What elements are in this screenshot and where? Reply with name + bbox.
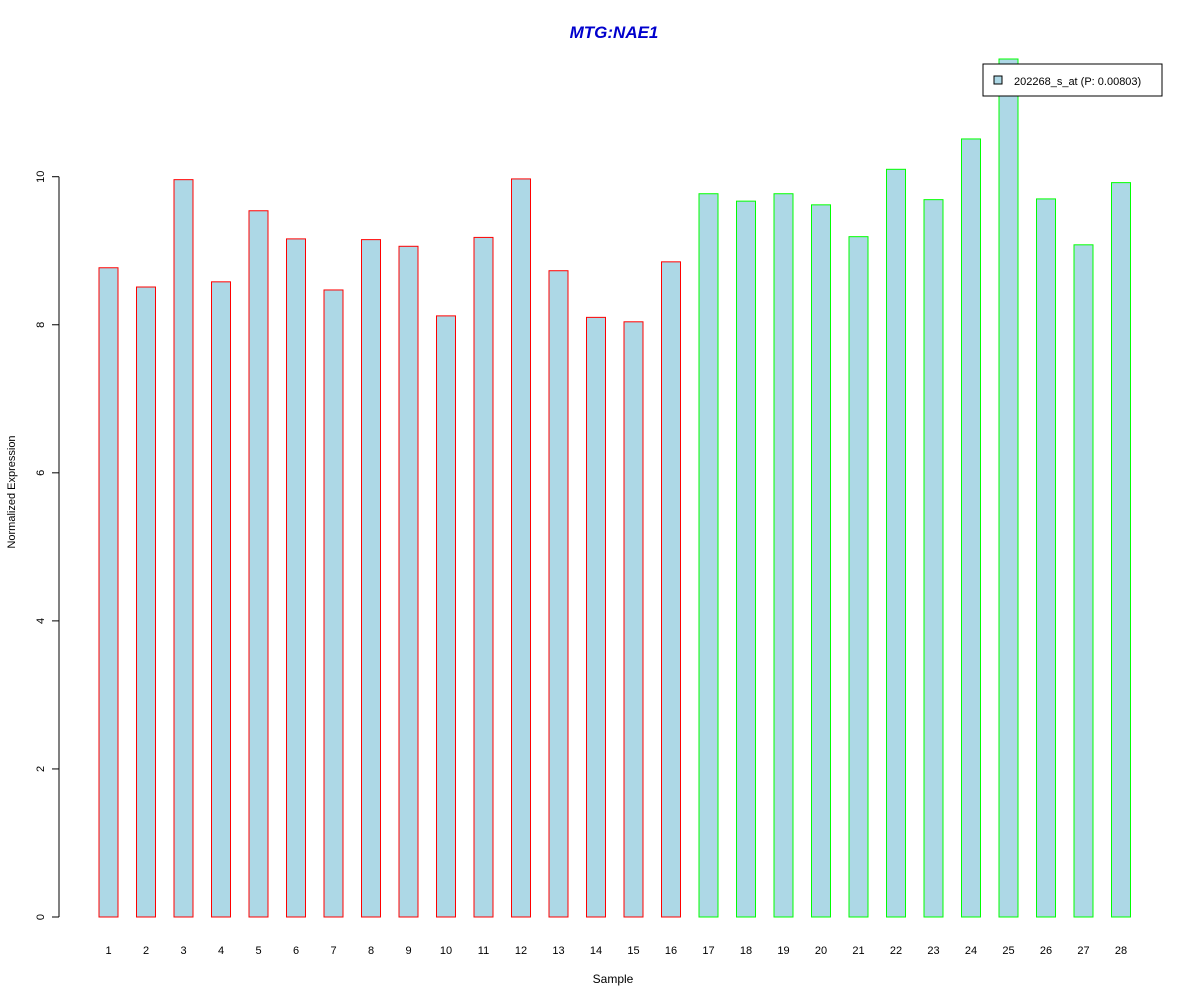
x-tick-label: 25 <box>1002 945 1014 957</box>
x-tick-label: 18 <box>740 945 752 957</box>
x-tick-label: 11 <box>478 945 489 957</box>
bar-sample-5 <box>248 210 269 918</box>
x-tick-label: 10 <box>440 945 452 957</box>
x-tick-label: 23 <box>927 945 939 957</box>
bar-sample-22 <box>886 168 906 918</box>
x-tick-label: 2 <box>143 945 149 957</box>
x-tick-label: 26 <box>1040 945 1052 957</box>
x-tick-label: 27 <box>1077 945 1089 957</box>
bar-sample-1 <box>98 267 119 918</box>
x-tick-label: 16 <box>665 945 677 957</box>
y-tick-label: 2 <box>35 766 47 772</box>
bar-sample-17 <box>698 193 719 918</box>
legend-label: 202268_s_at (P: 0.00803) <box>1014 76 1141 88</box>
bar-sample-19 <box>773 193 794 918</box>
x-tick-label: 24 <box>965 945 977 957</box>
bar-sample-20 <box>811 204 831 918</box>
x-tick-label: 4 <box>218 945 224 957</box>
bar-sample-25 <box>998 58 1019 918</box>
chart-title: MTG:NAE1 <box>570 23 659 42</box>
bar-sample-10 <box>436 315 456 918</box>
x-tick-label: 14 <box>590 945 602 957</box>
bar-sample-26 <box>1036 198 1056 918</box>
y-axis: 0 2 4 6 8 10 <box>35 171 60 920</box>
x-tick-label: 7 <box>330 945 336 957</box>
bar-sample-28 <box>1111 182 1131 918</box>
bar-sample-12 <box>511 178 531 918</box>
bar-sample-9 <box>398 245 419 918</box>
y-tick-label: 10 <box>35 171 47 183</box>
bar-sample-16 <box>661 261 681 918</box>
x-tick-label: 1 <box>105 945 111 957</box>
x-tick-label: 19 <box>777 945 789 957</box>
x-tick-label: 20 <box>815 945 827 957</box>
bar-sample-21 <box>848 236 869 918</box>
x-tick-label: 22 <box>890 945 902 957</box>
y-axis-label: Normalized Expression <box>6 435 18 548</box>
bar-sample-24 <box>961 138 981 918</box>
x-tick-label: 8 <box>368 945 374 957</box>
x-tick-label: 12 <box>515 945 527 957</box>
y-tick-label: 4 <box>35 618 47 624</box>
bar-sample-18 <box>736 200 756 918</box>
bar-sample-13 <box>548 270 569 918</box>
x-tick-label: 13 <box>552 945 564 957</box>
bar-sample-27 <box>1073 244 1094 918</box>
x-tick-label: 9 <box>405 945 411 957</box>
bar-sample-23 <box>923 199 944 918</box>
bar-sample-7 <box>323 289 344 918</box>
x-tick-label: 5 <box>255 945 261 957</box>
y-tick-label: 6 <box>35 470 47 476</box>
legend-box <box>982 63 1163 97</box>
legend-swatch <box>993 75 1003 85</box>
bar-sample-15 <box>623 321 644 918</box>
bar-sample-14 <box>586 316 606 918</box>
y-tick-label: 8 <box>35 322 47 328</box>
bar-sample-11 <box>473 236 494 918</box>
legend: 202268_s_at (P: 0.00803) <box>982 63 1163 97</box>
y-tick-label: 0 <box>35 914 47 920</box>
x-tick-label: 15 <box>627 945 639 957</box>
x-tick-label: 28 <box>1115 945 1127 957</box>
x-axis-label: Sample <box>593 972 634 986</box>
x-tick-label: 17 <box>702 945 714 957</box>
x-tick-label: 6 <box>293 945 299 957</box>
bar-sample-4 <box>211 281 231 918</box>
x-tick-label: 21 <box>852 945 864 957</box>
x-tick-labels: 1 2 3 4 5 6 7 8 9 10 11 12 13 14 15 16 17 18 19 20 21 22 23 24 2… <box>105 945 1127 957</box>
bar-sample-8 <box>361 239 381 918</box>
bar-sample-2 <box>136 286 156 918</box>
x-tick-label: 3 <box>180 945 186 957</box>
bar-sample-3 <box>173 179 194 918</box>
bar-sample-6 <box>286 238 306 918</box>
bars <box>98 58 1131 918</box>
